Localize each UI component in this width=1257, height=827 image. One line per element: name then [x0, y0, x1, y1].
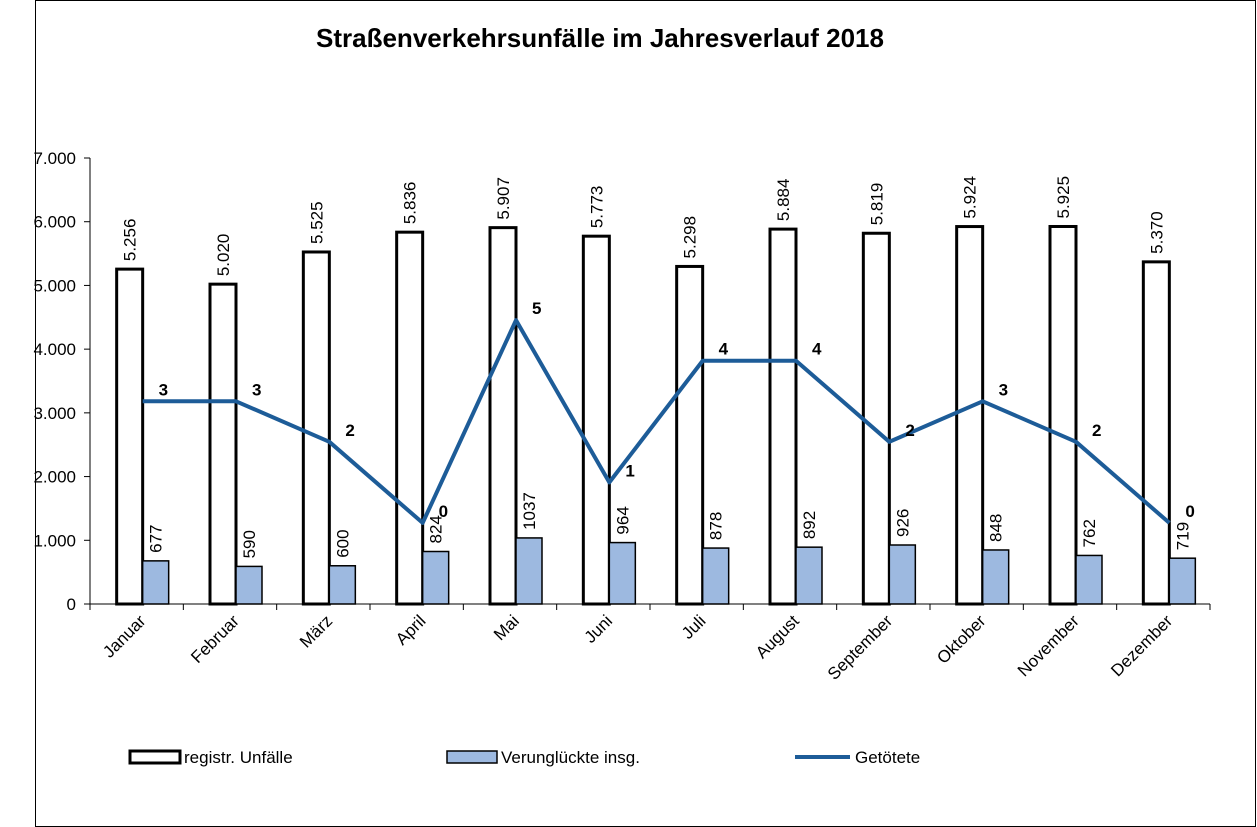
legend-swatch — [128, 749, 182, 765]
y-tick-label: 2.000 — [33, 468, 76, 487]
bar — [768, 227, 798, 606]
data-label: 878 — [707, 512, 726, 540]
data-label: 0 — [1185, 502, 1194, 521]
data-label: 5.256 — [121, 219, 140, 262]
data-label: 964 — [613, 506, 632, 534]
data-label: 1037 — [520, 492, 539, 530]
bar — [1141, 260, 1171, 606]
y-tick-label: 0 — [67, 595, 76, 614]
bar — [955, 225, 985, 606]
data-label: 590 — [240, 530, 259, 558]
y-tick-label: 4.000 — [33, 340, 76, 359]
bar — [1075, 554, 1103, 605]
y-tick-label: 7.000 — [33, 149, 76, 168]
data-label: 848 — [987, 514, 1006, 542]
bar — [981, 549, 1010, 605]
bar — [208, 282, 238, 606]
data-label: 3 — [252, 380, 261, 399]
data-label: 5.773 — [587, 186, 606, 229]
bar — [675, 264, 705, 606]
data-label: 3 — [159, 380, 168, 399]
data-label: 5.819 — [867, 183, 886, 226]
y-tick-label: 5.000 — [33, 276, 76, 295]
bar — [301, 250, 331, 606]
data-label: 824 — [427, 515, 446, 543]
bar — [795, 546, 823, 605]
data-label: 5.836 — [401, 182, 420, 225]
bar — [115, 267, 145, 606]
data-label: 5.884 — [774, 179, 793, 222]
data-label: 762 — [1080, 519, 1099, 547]
legend-swatch — [446, 750, 498, 764]
y-tick-label: 6.000 — [33, 213, 76, 232]
data-label: 892 — [800, 511, 819, 539]
data-label: 5.298 — [681, 216, 700, 259]
bar — [608, 541, 637, 605]
bar — [1168, 557, 1197, 605]
bar — [328, 565, 357, 605]
data-label: 4 — [719, 340, 729, 359]
data-label: 2 — [905, 421, 914, 440]
data-label: 5.370 — [1147, 211, 1166, 254]
bar — [1048, 224, 1078, 606]
bar — [861, 231, 891, 606]
y-tick-label: 3.000 — [33, 404, 76, 423]
data-label: 5.924 — [961, 176, 980, 219]
data-label: 926 — [893, 509, 912, 537]
data-label: 5.525 — [307, 201, 326, 244]
data-label: 2 — [345, 421, 354, 440]
data-label: 0 — [439, 502, 448, 521]
data-label: 677 — [147, 524, 166, 552]
data-label: 5.020 — [214, 234, 233, 277]
bar — [141, 560, 170, 605]
data-label: 5.907 — [494, 177, 513, 220]
data-label: 719 — [1173, 522, 1192, 550]
bar — [235, 565, 263, 605]
data-label: 600 — [333, 529, 352, 557]
legend-label: Getötete — [855, 748, 920, 767]
bar — [701, 547, 730, 605]
data-label: 5 — [532, 299, 541, 318]
y-tick-label: 1.000 — [33, 531, 76, 550]
data-label: 4 — [812, 340, 822, 359]
data-label: 1 — [625, 461, 634, 480]
data-label: 3 — [999, 380, 1008, 399]
bar — [395, 230, 425, 606]
line — [142, 318, 1171, 525]
chart-title: Straßenverkehrsunfälle im Jahresverlauf … — [316, 23, 884, 53]
legend-label: Verunglückte insg. — [501, 748, 640, 767]
legend-label: registr. Unfälle — [184, 748, 293, 767]
data-label: 5.925 — [1054, 176, 1073, 219]
bar — [488, 226, 518, 606]
bar — [421, 550, 450, 605]
data-label: 2 — [1092, 421, 1101, 440]
bar — [515, 537, 543, 605]
bar — [581, 234, 611, 606]
bar — [888, 544, 917, 605]
